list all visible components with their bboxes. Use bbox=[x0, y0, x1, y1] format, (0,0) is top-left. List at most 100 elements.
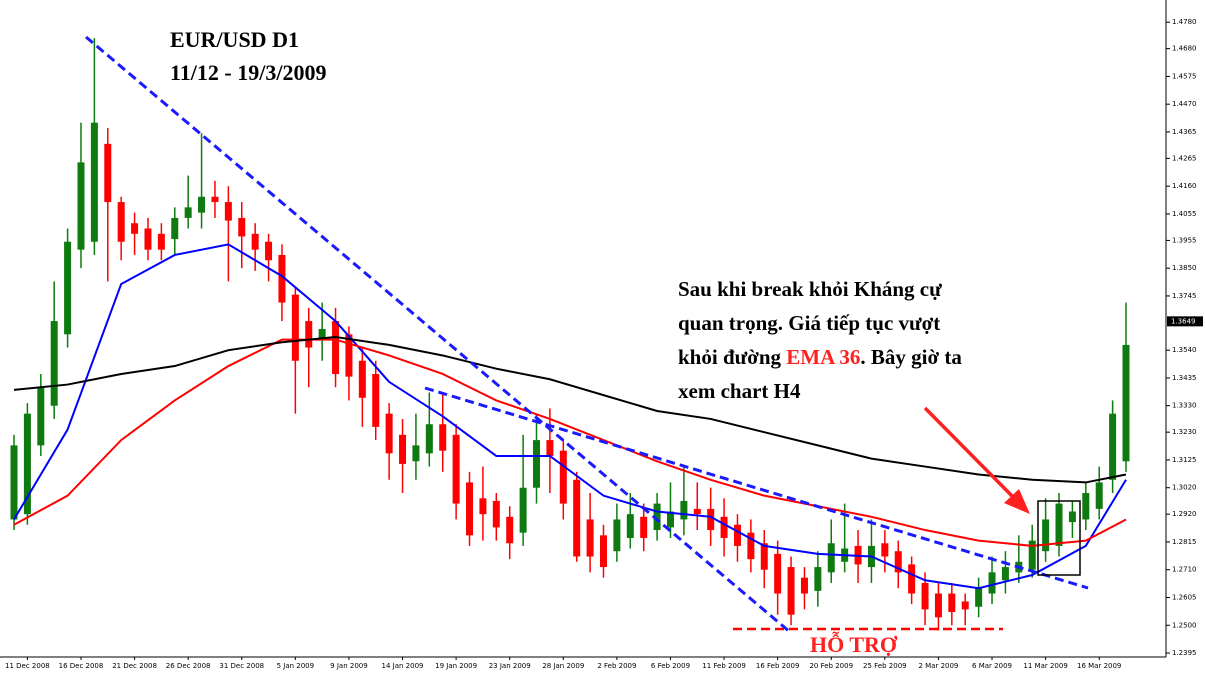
x-tick-label: 16 Feb 2009 bbox=[756, 662, 800, 670]
x-tick-label: 11 Dec 2008 bbox=[5, 662, 50, 670]
candle-body bbox=[412, 445, 420, 462]
annotation-line: Sau khi break khỏi Kháng cự bbox=[678, 277, 942, 301]
y-tick-label: 1.3850 bbox=[1172, 264, 1197, 272]
candle-body bbox=[559, 450, 567, 504]
plot bbox=[10, 38, 1130, 631]
candle-body bbox=[1068, 511, 1076, 523]
candle-body bbox=[452, 434, 460, 504]
x-tick-label: 16 Mar 2009 bbox=[1077, 662, 1121, 670]
x-tick-label: 16 Dec 2008 bbox=[59, 662, 104, 670]
candle-body bbox=[224, 202, 232, 221]
y-tick-label: 1.3230 bbox=[1172, 428, 1197, 436]
candle-body bbox=[1042, 519, 1050, 552]
y-tick-label: 1.3330 bbox=[1172, 402, 1197, 410]
candle-body bbox=[814, 567, 822, 591]
indicator-line bbox=[13, 335, 1127, 484]
candle-body bbox=[908, 564, 916, 594]
x-tick-label: 25 Feb 2009 bbox=[863, 662, 907, 670]
candle-body bbox=[586, 519, 594, 557]
candle-body bbox=[358, 360, 366, 398]
y-tick-label: 1.2710 bbox=[1172, 566, 1197, 574]
x-tick-label: 21 Dec 2008 bbox=[112, 662, 157, 670]
candle-body bbox=[894, 551, 902, 573]
candle-body bbox=[1028, 540, 1036, 570]
candle-body bbox=[573, 479, 581, 557]
candle-body bbox=[948, 593, 956, 613]
y-tick-label: 1.3540 bbox=[1172, 346, 1197, 354]
price-label: 1.3649 bbox=[1171, 317, 1196, 325]
candle-body bbox=[117, 202, 125, 242]
candle-body bbox=[332, 321, 340, 374]
annotation-line: khỏi đường bbox=[678, 345, 786, 369]
candle-body bbox=[774, 553, 782, 594]
y-tick-label: 1.4160 bbox=[1172, 182, 1197, 190]
candle-body bbox=[1082, 493, 1090, 520]
y-tick-label: 1.2500 bbox=[1172, 621, 1197, 629]
annotation-line: quan trọng. Giá tiếp tục vượt bbox=[678, 311, 940, 335]
candle-body bbox=[251, 233, 259, 250]
x-tick-label: 31 Dec 2008 bbox=[219, 662, 264, 670]
candle-body bbox=[800, 577, 808, 594]
candle-body bbox=[934, 593, 942, 618]
candle-body bbox=[439, 424, 447, 451]
candle-body bbox=[198, 196, 206, 213]
candle-body bbox=[961, 601, 969, 610]
x-tick-label: 28 Jan 2009 bbox=[542, 662, 584, 670]
candle-body bbox=[760, 543, 768, 570]
candle-body bbox=[399, 434, 407, 464]
y-tick-label: 1.4365 bbox=[1172, 128, 1197, 136]
y-tick-label: 1.3745 bbox=[1172, 292, 1197, 300]
y-tick-label: 1.2605 bbox=[1172, 593, 1197, 601]
y-tick-label: 1.3435 bbox=[1172, 374, 1197, 382]
support-label: HỖ TRỢ bbox=[810, 632, 898, 657]
indicator-line bbox=[13, 338, 1127, 547]
candle-body bbox=[506, 516, 514, 544]
x-tick-label: 6 Feb 2009 bbox=[651, 662, 690, 670]
candle-body bbox=[77, 162, 85, 250]
y-tick-label: 1.4265 bbox=[1172, 154, 1197, 162]
candle-body bbox=[10, 445, 18, 520]
y-tick-label: 1.2395 bbox=[1172, 649, 1197, 657]
candle-body bbox=[653, 503, 661, 531]
candle-body bbox=[1095, 482, 1103, 509]
candle-body bbox=[479, 498, 487, 515]
candle-body bbox=[1109, 413, 1117, 480]
y-tick-label: 1.4575 bbox=[1172, 72, 1197, 80]
annotation-line: xem chart H4 bbox=[678, 379, 801, 403]
annotation: Sau khi break khỏi Kháng cự quan trọng. … bbox=[678, 277, 967, 403]
candle-body bbox=[144, 228, 152, 250]
x-tick-label: 11 Mar 2009 bbox=[1023, 662, 1067, 670]
candle-body bbox=[626, 514, 634, 538]
x-tick-label: 19 Jan 2009 bbox=[435, 662, 477, 670]
candle-body bbox=[64, 241, 72, 335]
candle-body bbox=[613, 519, 621, 552]
annotation-line: . Bây giờ ta bbox=[860, 345, 962, 369]
candle-body bbox=[157, 233, 165, 250]
x-tick-label: 20 Feb 2009 bbox=[809, 662, 853, 670]
chart-subtitle: 11/12 - 19/3/2009 bbox=[170, 60, 326, 85]
y-tick-label: 1.2815 bbox=[1172, 538, 1197, 546]
y-tick-label: 1.4680 bbox=[1172, 45, 1197, 53]
candle-body bbox=[131, 223, 139, 234]
candle-body bbox=[640, 516, 648, 538]
x-tick-label: 6 Mar 2009 bbox=[972, 662, 1012, 670]
candle-body bbox=[827, 543, 835, 573]
x-tick-label: 2 Feb 2009 bbox=[597, 662, 636, 670]
candle-body bbox=[372, 373, 380, 427]
candle-body bbox=[599, 535, 607, 568]
price-label-box bbox=[1167, 316, 1203, 327]
x-tick-label: 9 Jan 2009 bbox=[330, 662, 368, 670]
candle-body bbox=[733, 524, 741, 546]
candle-body bbox=[546, 440, 554, 456]
x-tick-label: 23 Jan 2009 bbox=[489, 662, 531, 670]
candle-body bbox=[318, 329, 326, 340]
candle-body bbox=[104, 143, 112, 203]
arrow bbox=[923, 406, 1020, 504]
candle-body bbox=[37, 387, 45, 446]
candle-body bbox=[305, 321, 313, 348]
candle-body bbox=[184, 207, 192, 218]
candle-body bbox=[345, 334, 353, 377]
candle-body bbox=[425, 424, 433, 454]
